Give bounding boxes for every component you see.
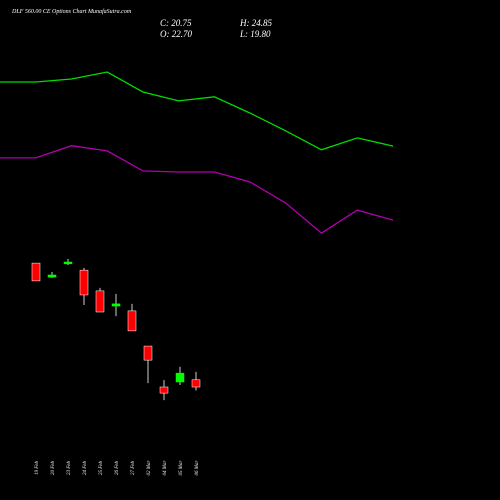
candle-body bbox=[159, 386, 169, 394]
x-tick-label: 26 Feb bbox=[115, 460, 120, 475]
candle-body bbox=[191, 379, 201, 388]
candle-body bbox=[111, 303, 121, 307]
candle-body bbox=[95, 290, 105, 313]
indicator-line bbox=[0, 145, 394, 234]
x-tick-label: 25 Feb bbox=[99, 460, 104, 475]
x-tick-label: 23 Feb bbox=[67, 460, 72, 475]
x-tick-label: 04 Mar bbox=[163, 461, 168, 476]
open-text: O: 22.70 bbox=[160, 29, 192, 39]
candle-body bbox=[31, 262, 41, 282]
x-tick-label: 05 Mar bbox=[179, 461, 184, 476]
high-text: H: 24.85 bbox=[239, 18, 272, 28]
low-text: L: 19.80 bbox=[239, 29, 271, 39]
candle-body bbox=[175, 372, 185, 383]
candle-body bbox=[127, 310, 137, 332]
x-tick-label: 24 Feb bbox=[83, 460, 88, 475]
candle-body bbox=[143, 345, 153, 361]
x-tick-label: 19 Feb bbox=[35, 460, 40, 475]
x-tick-label: 06 Mar bbox=[195, 461, 200, 476]
indicator-line bbox=[0, 71, 394, 151]
x-tick-label: 02 Mar bbox=[147, 461, 152, 476]
candle-body bbox=[79, 269, 89, 296]
x-tick-label: 20 Feb bbox=[51, 460, 56, 475]
x-tick-label: 27 Feb bbox=[131, 460, 136, 475]
candle-body bbox=[47, 274, 57, 278]
close-text: C: 20.75 bbox=[160, 18, 192, 28]
chart-title: DLF 560.00 CE Options Chart MunafaSutra.… bbox=[11, 8, 132, 15]
candle-body bbox=[63, 261, 73, 265]
